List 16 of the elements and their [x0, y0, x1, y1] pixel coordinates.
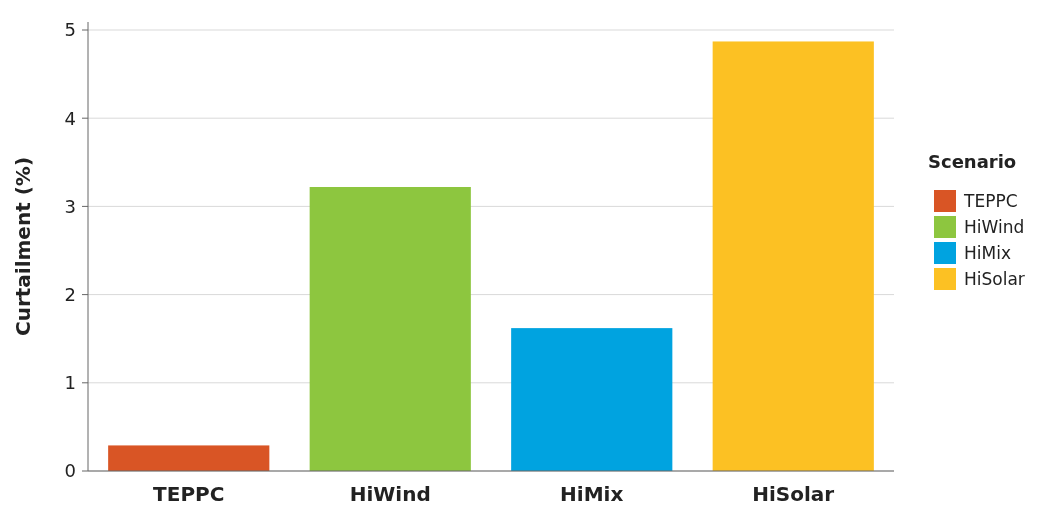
y-tick-label: 3 [64, 195, 76, 217]
x-tick-label: HiMix [560, 482, 624, 506]
y-tick-label: 4 [64, 107, 76, 129]
x-tick-label: HiWind [349, 482, 431, 506]
legend-title: Scenario [928, 151, 1017, 172]
y-tick-label: 0 [64, 460, 76, 482]
legend-label: HiWind [964, 216, 1025, 237]
x-tick-label: TEPPC [153, 482, 225, 506]
y-tick-label: 1 [64, 372, 76, 394]
legend-label: HiMix [964, 242, 1011, 263]
y-tick-label: 2 [64, 283, 76, 305]
x-tick-label: HiSolar [752, 482, 835, 506]
y-tick-label: 5 [64, 19, 76, 41]
legend-label: HiSolar [964, 268, 1025, 289]
y-axis-title: Curtailment (%) [11, 156, 35, 337]
legend-label: TEPPC [963, 190, 1018, 211]
